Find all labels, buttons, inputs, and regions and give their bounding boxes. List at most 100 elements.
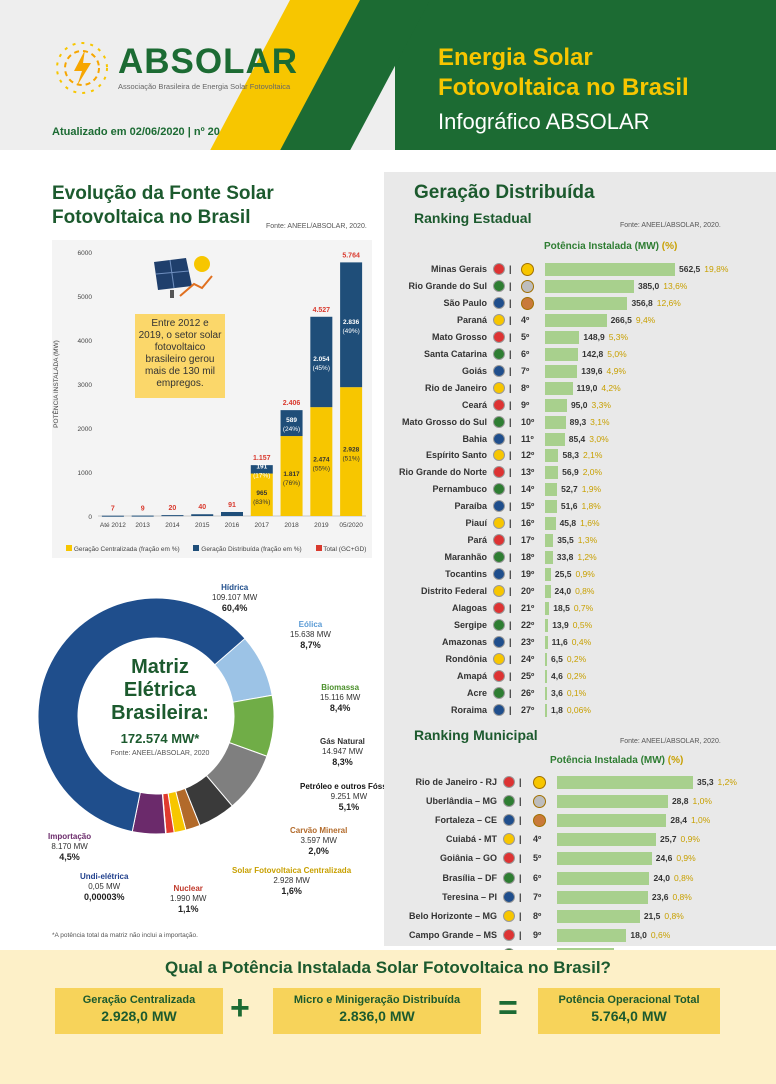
ranking-bar [545, 364, 578, 378]
bar-gd [310, 316, 333, 408]
ranking-bar [557, 890, 648, 904]
ranking-bar [545, 686, 547, 700]
ranking-bar [545, 330, 580, 344]
bar-gc-pct: (51%) [342, 456, 359, 463]
separator: | [519, 929, 522, 940]
bar-gd-pct: (17%) [253, 472, 270, 479]
ranking-name: Tocantins [445, 569, 487, 580]
legend-gc-swatch [66, 545, 72, 551]
flag-icon [493, 686, 505, 699]
ranking-value: 266,5 9,4% [610, 314, 656, 325]
flag-icon [503, 890, 515, 903]
ranking-bar [545, 398, 567, 412]
ranking-row: Paraná | 4º 266,5 9,4% [0, 312, 776, 329]
box-gc-value: 2.928,0 MW [101, 1008, 177, 1024]
ranking-row: Rio de Janeiro | 8º 119,0 4,2% [0, 380, 776, 397]
ranking-position: 18º [521, 552, 535, 563]
ranking-row: Pará | 17º 35,5 1,3% [0, 532, 776, 549]
ranking-value: 13,9 0,5% [552, 619, 593, 630]
ranking-bar [545, 483, 558, 497]
ranking-row: Pernambuco | 14º 52,7 1,9% [0, 481, 776, 498]
separator: | [509, 399, 512, 410]
bar-gd [101, 515, 124, 517]
ranking-position: 19º [521, 569, 535, 580]
energy-matrix-pie [37, 597, 275, 835]
ranking-name: São Paulo [443, 297, 487, 308]
ranking-value: 119,0 4,2% [576, 382, 621, 393]
plus-sign: + [230, 989, 250, 1027]
ranking-value: 58,3 2,1% [562, 450, 603, 461]
ranking-name: Minas Gerais [430, 264, 487, 274]
box-gc-label: Geração Centralizada [82, 994, 196, 1006]
ranking-name: Piauí [465, 518, 487, 529]
solar-panel-icon [154, 256, 213, 298]
ranking-position: 8º [533, 910, 542, 921]
bar-total-label: 20 [169, 505, 177, 512]
x-tick-label: Até 2012 [100, 522, 126, 529]
separator: | [519, 910, 522, 921]
chart-legend: Geração Centralizada (fração em %) Geraç… [66, 545, 366, 553]
estadual-col-header: Potência Instalada (MW) (%) [544, 241, 678, 252]
separator: | [519, 796, 522, 807]
ranking-bar [557, 833, 656, 847]
bar-gc-label: 965 [256, 490, 267, 497]
flag-icon [493, 347, 505, 360]
summary-box-gd: Micro e Minigeração Distribuída 2.836,0 … [273, 988, 481, 1034]
ranking-position: 27º [521, 704, 535, 715]
flag-icon [493, 669, 505, 682]
ranking-row: Minas Gerais | 562,5 19,8% [0, 261, 776, 278]
bar-total-label: 4.527 [313, 307, 331, 314]
bar-gc-pct: (55%) [313, 466, 330, 473]
ranking-name: Amazonas [441, 636, 487, 647]
bar-gc [340, 387, 363, 516]
flag-icon [493, 568, 505, 581]
ranking-value: 6,5 0,2% [551, 653, 587, 664]
ranking-row: Santa Catarina | 6º 142,8 5,0% [0, 346, 776, 363]
medal-icon [533, 814, 546, 828]
ranking-value: 385,0 13,6% [637, 280, 688, 291]
ranking-name: Mato Grosso do Sul [401, 416, 487, 427]
ranking-value: 18,0 0,6% [630, 929, 671, 940]
ranking-row: Espírito Santo | 12º 58,3 2,1% [0, 447, 776, 464]
separator: | [509, 704, 512, 715]
ranking-bar [545, 652, 547, 666]
summary-box-total: Potência Operacional Total 5.764,0 MW [538, 988, 720, 1034]
flag-icon [503, 928, 515, 941]
bar-gd-label: 2.836 [343, 319, 360, 326]
ranking-name: Pará [467, 535, 487, 546]
ranking-name: Rio de Janeiro - RJ [415, 777, 497, 787]
ranking-value: 35,3 1,2% [697, 777, 737, 787]
ranking-bar [545, 381, 573, 395]
box-total-value: 5.764,0 MW [591, 1008, 667, 1024]
flag-icon [493, 296, 505, 309]
flag-icon [493, 432, 505, 445]
ranking-name: Sergipe [453, 619, 487, 630]
ranking-name: Goiânia – GO [439, 853, 497, 864]
flag-icon [493, 330, 505, 343]
ranking-row: Ceará | 9º 95,0 3,3% [0, 397, 776, 414]
flag-icon [493, 517, 505, 530]
bar-gd-pct: (24%) [283, 426, 300, 433]
ranking-value: 52,7 1,9% [561, 484, 602, 495]
ranking-row: Goiânia – GO | 5º 24,6 0,9% [0, 850, 776, 867]
ranking-value: 3,6 0,1% [551, 687, 587, 698]
ranking-position: 9º [533, 929, 542, 940]
bar-gd-label: 589 [286, 417, 297, 424]
bar-total-label: 91 [228, 502, 236, 509]
evolution-chart: POTÊNCIA INSTALADA (MW) 0 1000 2000 3000 4000… [52, 250, 366, 529]
flag-icon [493, 313, 505, 326]
x-tick-label: 2018 [284, 522, 299, 529]
ranking-value: 35,5 1,3% [557, 535, 598, 546]
pie-title: Matriz Elétrica Brasileira: [111, 656, 209, 724]
ranking-row: Belo Horizonte – MG | 8º 21,5 0,8% [0, 908, 776, 925]
ranking-value: 24,0 0,8% [653, 872, 694, 883]
medal-icon [521, 263, 534, 276]
evolution-source: Fonte: ANEEL/ABSOLAR, 2020. [266, 223, 367, 230]
box-gd-value: 2.836,0 MW [339, 1008, 415, 1024]
ranking-bar [545, 517, 556, 531]
separator: | [509, 619, 512, 630]
x-tick-label: 2014 [165, 522, 180, 529]
ranking-row: São Paulo | 356,8 12,6% [0, 295, 776, 312]
bar-gc-pct: (83%) [253, 499, 270, 506]
ranking-bar [545, 432, 565, 446]
